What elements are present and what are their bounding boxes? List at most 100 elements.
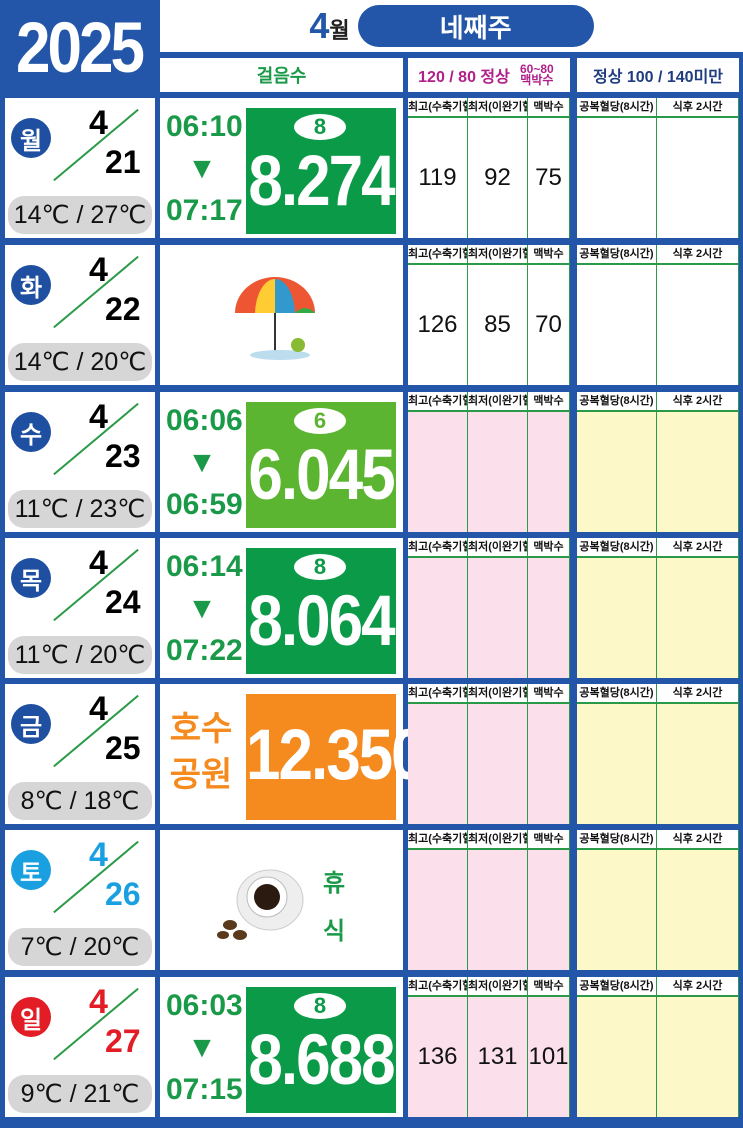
- distance-badge: 8: [294, 554, 346, 580]
- distance-badge: 6: [294, 408, 346, 434]
- blood-pressure-cell: 최고(수축기혈압) 126 최저(이완기혈압) 85 맥박수 70: [408, 245, 570, 385]
- end-time: 07:22: [166, 634, 243, 667]
- column-label: 식후 2시간: [657, 977, 738, 997]
- end-time: 07:17: [166, 194, 243, 227]
- month-label: 4월: [309, 5, 349, 47]
- blood-sugar-after-meal-column: 식후 2시간: [657, 684, 739, 824]
- blood-sugar-fasting-column: 공복혈당(8시간): [577, 392, 657, 532]
- blood-sugar-after-meal-column: 식후 2시간: [657, 977, 739, 1117]
- column-label: 공복혈당(8시간): [577, 830, 656, 850]
- blood-sugar-cell: 공복혈당(8시간) 식후 2시간: [577, 392, 739, 532]
- blood-sugar-cell: 공복혈당(8시간) 식후 2시간: [577, 977, 739, 1117]
- date-month: 4: [89, 544, 108, 582]
- column-label: 맥박수: [528, 684, 569, 704]
- column-label: 공복혈당(8시간): [577, 392, 656, 412]
- column-label: 식후 2시간: [657, 245, 738, 265]
- date-cell: 토 4 26 7℃ / 20℃: [5, 830, 155, 970]
- walk-times: 06:10 ▼ 07:17: [166, 106, 243, 232]
- steps-cell: [160, 245, 403, 385]
- date-day: 26: [105, 876, 141, 912]
- column-label: 최고(수축기혈압): [408, 977, 467, 997]
- blood-pressure-cell: 최고(수축기혈압)최저(이완기혈압)맥박수: [408, 392, 570, 532]
- step-count: 8.064: [248, 581, 395, 662]
- column-label: 최저(이완기혈압): [468, 830, 527, 850]
- step-count-box: 8 8.064: [246, 548, 396, 674]
- column-label: 공복혈당(8시간): [577, 98, 656, 118]
- blood-sugar-after-meal-column: 식후 2시간: [657, 830, 739, 970]
- blood-sugar-after-meal-column: 식후 2시간: [657, 98, 739, 238]
- blood-sugar-cell: 공복혈당(8시간) 식후 2시간: [577, 830, 739, 970]
- month-unit: 월: [329, 18, 350, 43]
- blood-sugar-fasting-column: 공복혈당(8시간): [577, 977, 657, 1117]
- bp-bp-high-column: 최고(수축기혈압) 136: [408, 977, 468, 1117]
- date-month: 4: [89, 251, 108, 289]
- weekday-badge: 토: [11, 850, 51, 890]
- blood-sugar-fasting-column: 공복혈당(8시간): [577, 830, 657, 970]
- temperature: 11℃ / 20℃: [8, 636, 152, 674]
- place-label: 호수 공원: [169, 710, 233, 794]
- steps-cell: 06:06 ▼ 06:59 6 6.045: [160, 392, 403, 532]
- bp-bp-high-column: 최고(수축기혈압) 126: [408, 245, 468, 385]
- blood-sugar-fasting-column: 공복혈당(8시간): [577, 684, 657, 824]
- temperature: 14℃ / 27℃: [8, 196, 152, 234]
- blood-sugar-after-meal-column: 식후 2시간: [657, 245, 739, 385]
- measurement-value: 119: [418, 164, 457, 191]
- steps-cell: 06:10 ▼ 07:17 8 8.274: [160, 98, 403, 238]
- start-time: 06:06: [166, 404, 243, 437]
- steps-cell: 호수 공원 12.350: [160, 684, 426, 824]
- column-label: 식후 2시간: [657, 392, 738, 412]
- column-label: 식후 2시간: [657, 98, 738, 118]
- start-time: 06:14: [166, 550, 243, 583]
- distance-badge: 8: [294, 114, 346, 140]
- blood-pressure-cell: 최고(수축기혈압)최저(이완기혈압)맥박수: [408, 538, 570, 678]
- column-label: 공복혈당(8시간): [577, 684, 656, 704]
- bp-pulse-column: 맥박수 101: [528, 977, 570, 1117]
- bp-bp-high-column: 최고(수축기혈압): [408, 392, 468, 532]
- blood-pressure-cell: 최고(수축기혈압)최저(이완기혈압)맥박수: [408, 684, 570, 824]
- start-time: 06:10: [166, 110, 243, 143]
- date-month: 4: [89, 836, 108, 874]
- date-cell: 목 4 24 11℃ / 20℃: [5, 538, 155, 678]
- bp-bp-low-column: 최저(이완기혈압) 131: [468, 977, 528, 1117]
- rest-label: 휴 식: [322, 870, 346, 945]
- column-label: 최고(수축기혈압): [408, 392, 467, 412]
- measurement-value: 126: [417, 311, 458, 338]
- measurement-value: 92: [484, 164, 511, 191]
- month-number: 4: [309, 5, 330, 46]
- date-month: 4: [89, 398, 108, 436]
- blood-sugar-cell: 공복혈당(8시간) 식후 2시간: [577, 538, 739, 678]
- bp-pulse-column: 맥박수 75: [528, 98, 570, 238]
- column-label: 최저(이완기혈압): [468, 977, 527, 997]
- step-count: 8.274: [248, 141, 395, 222]
- date-month: 4: [89, 690, 108, 728]
- weekday-badge: 화: [11, 265, 51, 305]
- date-cell: 일 4 27 9℃ / 21℃: [5, 977, 155, 1117]
- blood-sugar-after-meal-column: 식후 2시간: [657, 538, 739, 678]
- column-label: 최저(이완기혈압): [468, 392, 527, 412]
- coffee-cup-icon: [215, 855, 305, 945]
- column-label: 최저(이완기혈압): [468, 245, 527, 265]
- bp-bp-low-column: 최저(이완기혈압): [468, 830, 528, 970]
- umbrella-rain-icon: [230, 273, 320, 363]
- blood-sugar-fasting-column: 공복혈당(8시간): [577, 98, 657, 238]
- weekday-badge: 금: [11, 704, 51, 744]
- column-label: 공복혈당(8시간): [577, 538, 656, 558]
- bp-bp-high-column: 최고(수축기혈압): [408, 538, 468, 678]
- end-time: 07:15: [166, 1073, 243, 1106]
- weekday-badge: 목: [11, 558, 51, 598]
- blood-sugar-fasting-column: 공복혈당(8시간): [577, 538, 657, 678]
- steps-cell: 휴 식: [160, 830, 403, 970]
- bp-bp-low-column: 최저(이완기혈압): [468, 684, 528, 824]
- blood-sugar-cell: 공복혈당(8시간) 식후 2시간: [577, 684, 739, 824]
- bp-pulse-column: 맥박수 70: [528, 245, 570, 385]
- date-cell: 수 4 23 11℃ / 23℃: [5, 392, 155, 532]
- distance-badge: 8: [294, 993, 346, 1019]
- step-count: 6.045: [248, 435, 395, 516]
- blood-sugar-header: 정상 100 / 140미만: [577, 58, 739, 92]
- column-label: 맥박수: [528, 392, 569, 412]
- column-label: 공복혈당(8시간): [577, 245, 656, 265]
